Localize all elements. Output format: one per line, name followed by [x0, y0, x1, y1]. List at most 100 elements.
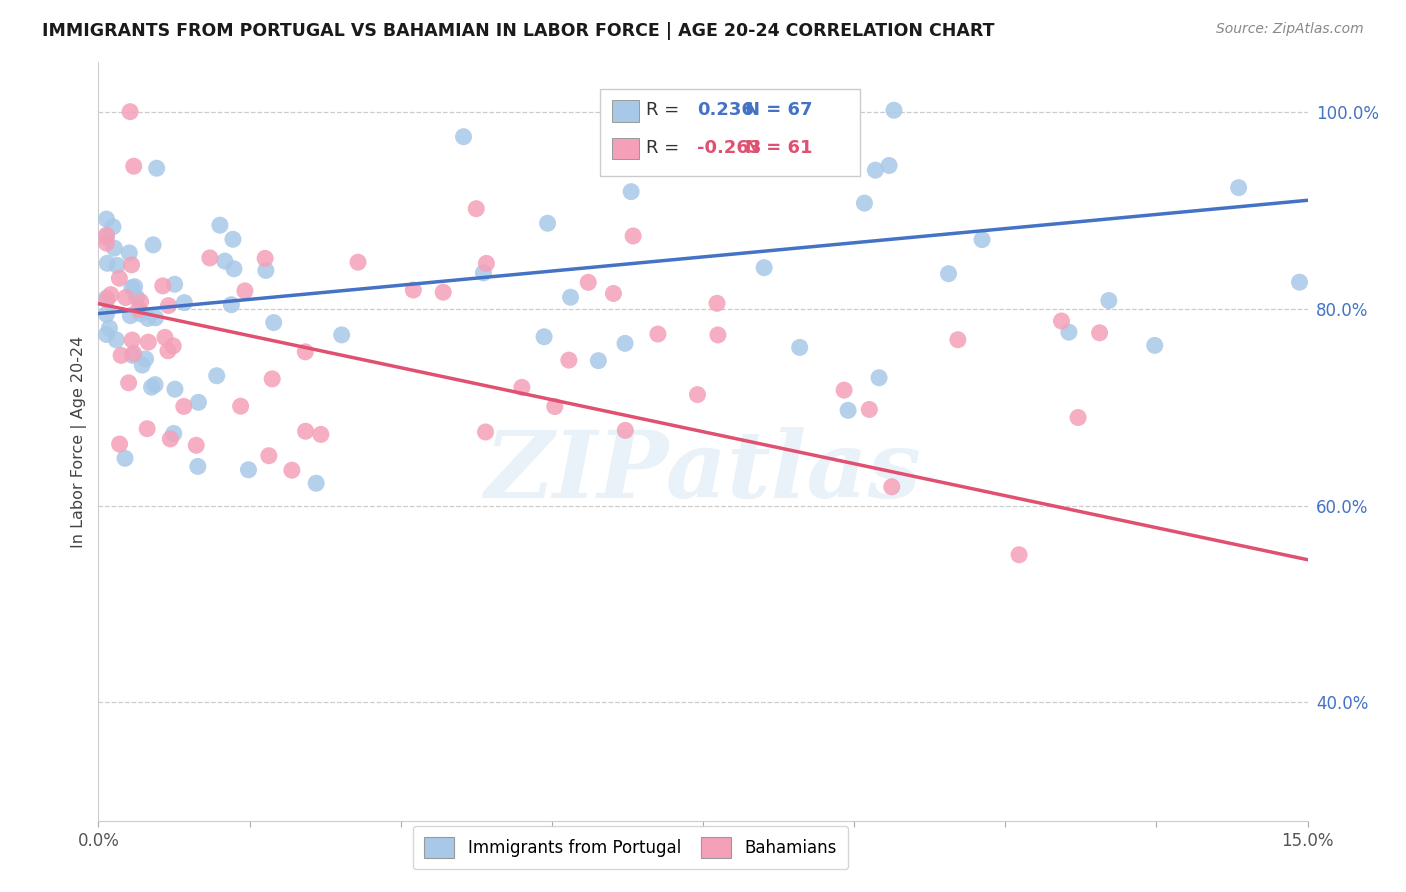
- Point: [238, 463, 260, 477]
- Point: [152, 279, 174, 293]
- Point: [558, 353, 581, 368]
- Point: [121, 281, 143, 295]
- Point: [221, 298, 243, 312]
- Point: [114, 451, 136, 466]
- Text: ZIPatlas: ZIPatlas: [485, 427, 921, 516]
- Point: [472, 266, 495, 280]
- Point: [214, 254, 236, 268]
- Point: [510, 380, 533, 394]
- Point: [108, 271, 131, 285]
- Point: [576, 276, 599, 290]
- Point: [96, 327, 118, 342]
- Point: [832, 383, 855, 397]
- Point: [198, 251, 221, 265]
- Point: [142, 237, 165, 252]
- Point: [129, 294, 152, 309]
- Point: [309, 427, 332, 442]
- Point: [96, 236, 118, 251]
- Point: [187, 395, 209, 409]
- Point: [858, 402, 880, 417]
- Point: [122, 159, 145, 173]
- Point: [173, 295, 195, 310]
- Point: [602, 286, 624, 301]
- Point: [105, 259, 128, 273]
- Point: [136, 311, 159, 326]
- Point: [96, 212, 118, 227]
- Point: [131, 358, 153, 372]
- Point: [156, 343, 179, 358]
- Point: [294, 344, 316, 359]
- Point: [254, 252, 277, 266]
- Point: [135, 351, 157, 366]
- Point: [294, 424, 316, 438]
- Point: [141, 380, 163, 394]
- Point: [205, 368, 228, 383]
- Point: [621, 229, 644, 244]
- Point: [620, 185, 643, 199]
- Point: [254, 263, 277, 277]
- Point: [262, 372, 284, 386]
- Point: [465, 202, 488, 216]
- Point: [103, 241, 125, 255]
- Point: [121, 333, 143, 347]
- FancyBboxPatch shape: [613, 138, 638, 160]
- Point: [159, 432, 181, 446]
- Point: [536, 216, 558, 230]
- Point: [281, 463, 304, 477]
- Point: [614, 423, 637, 437]
- Point: [222, 232, 245, 246]
- Point: [100, 287, 122, 301]
- Point: [614, 336, 637, 351]
- Point: [257, 449, 280, 463]
- Point: [560, 290, 582, 304]
- Text: R =: R =: [647, 139, 679, 157]
- Point: [883, 103, 905, 118]
- Point: [544, 400, 567, 414]
- Point: [222, 261, 245, 276]
- Point: [837, 403, 859, 417]
- Point: [1143, 338, 1166, 352]
- Text: 0.236: 0.236: [697, 101, 754, 120]
- Point: [752, 260, 775, 275]
- Point: [124, 279, 146, 293]
- Point: [186, 438, 208, 452]
- Point: [686, 387, 709, 401]
- Point: [208, 218, 231, 232]
- Point: [143, 377, 166, 392]
- Point: [96, 230, 118, 244]
- Point: [173, 400, 195, 414]
- Point: [118, 246, 141, 260]
- Point: [1088, 326, 1111, 340]
- Point: [96, 293, 118, 307]
- Point: [877, 159, 900, 173]
- Text: Source: ZipAtlas.com: Source: ZipAtlas.com: [1216, 22, 1364, 37]
- Point: [163, 277, 186, 292]
- Legend: Immigrants from Portugal, Bahamians: Immigrants from Portugal, Bahamians: [412, 825, 848, 869]
- Point: [117, 376, 139, 390]
- Point: [1008, 548, 1031, 562]
- Point: [96, 256, 118, 270]
- Point: [108, 437, 131, 451]
- Point: [347, 255, 370, 269]
- Point: [121, 348, 143, 362]
- Point: [402, 283, 425, 297]
- Point: [970, 233, 993, 247]
- Y-axis label: In Labor Force | Age 20-24: In Labor Force | Age 20-24: [72, 335, 87, 548]
- Point: [453, 129, 475, 144]
- Point: [263, 316, 285, 330]
- Point: [96, 307, 118, 321]
- Point: [121, 258, 143, 272]
- Point: [880, 480, 903, 494]
- Point: [114, 291, 136, 305]
- Point: [129, 307, 152, 321]
- Point: [96, 291, 118, 305]
- Text: N = 67: N = 67: [745, 101, 813, 120]
- Point: [305, 476, 328, 491]
- Point: [1057, 325, 1080, 339]
- FancyBboxPatch shape: [613, 101, 638, 121]
- FancyBboxPatch shape: [600, 89, 860, 177]
- Point: [1067, 410, 1090, 425]
- Point: [110, 348, 132, 362]
- Point: [1227, 180, 1250, 194]
- Point: [187, 459, 209, 474]
